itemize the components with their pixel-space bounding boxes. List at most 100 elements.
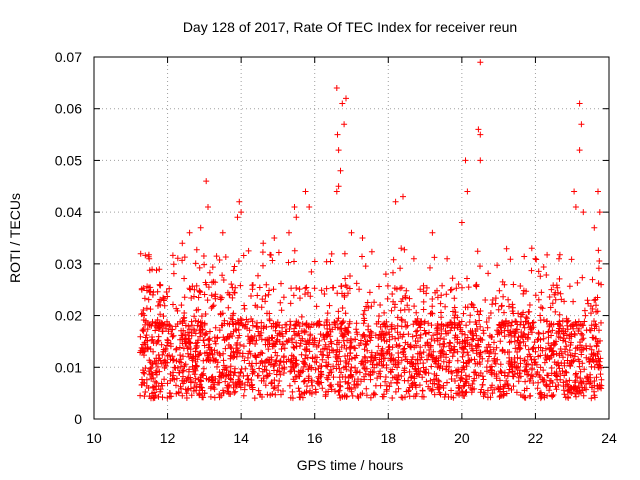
data-point — [255, 328, 262, 335]
data-point — [197, 374, 204, 381]
data-point — [271, 377, 278, 384]
data-point — [157, 386, 164, 393]
data-point — [265, 346, 272, 353]
data-point — [237, 369, 244, 375]
data-point — [451, 295, 458, 302]
data-point — [476, 317, 483, 324]
data-point — [556, 255, 562, 262]
data-point — [409, 354, 416, 360]
data-point — [487, 310, 494, 316]
data-point — [555, 382, 562, 388]
data-point — [173, 382, 179, 389]
data-point — [272, 349, 279, 356]
data-point — [468, 389, 475, 396]
data-point — [447, 287, 454, 294]
data-point — [144, 345, 151, 352]
data-point — [270, 362, 277, 369]
data-point — [477, 389, 484, 396]
data-point — [581, 307, 588, 314]
data-point — [363, 365, 370, 372]
data-point — [341, 250, 348, 257]
data-point — [287, 318, 294, 325]
data-point — [501, 333, 508, 340]
data-point — [191, 384, 198, 391]
data-point — [379, 362, 385, 369]
data-point — [573, 321, 580, 328]
data-point — [296, 286, 303, 293]
data-point — [585, 300, 592, 307]
data-point — [302, 188, 309, 195]
data-point — [489, 390, 496, 397]
data-point — [471, 375, 478, 382]
data-point — [573, 393, 579, 400]
data-point — [271, 235, 278, 241]
data-point — [264, 391, 271, 398]
data-point — [295, 330, 302, 337]
data-point — [420, 393, 427, 400]
data-point — [219, 310, 226, 317]
data-point — [560, 387, 567, 394]
data-point — [339, 305, 346, 311]
data-point — [392, 301, 398, 308]
data-point — [283, 338, 290, 345]
data-point — [413, 309, 420, 316]
data-point — [151, 395, 158, 401]
data-point — [576, 363, 583, 370]
data-point — [311, 258, 318, 265]
data-point — [592, 353, 599, 359]
data-point — [499, 347, 506, 354]
data-point — [262, 298, 269, 305]
data-point — [398, 298, 405, 305]
data-point — [239, 322, 246, 329]
data-points — [137, 59, 605, 402]
data-point — [564, 394, 571, 400]
data-point — [537, 273, 544, 280]
x-tick-labels: 10 12 14 16 18 20 22 24 — [86, 430, 617, 446]
data-point — [460, 383, 467, 390]
data-point — [562, 338, 569, 345]
data-point — [560, 330, 567, 337]
data-point — [530, 380, 537, 386]
data-point — [308, 377, 315, 384]
data-point — [214, 349, 221, 356]
data-point — [302, 352, 309, 359]
data-point — [228, 345, 235, 352]
data-point — [196, 381, 203, 388]
data-point — [208, 383, 215, 390]
data-point — [475, 343, 482, 350]
data-point — [229, 294, 236, 301]
data-point — [577, 339, 583, 346]
data-point — [459, 284, 465, 291]
data-point — [172, 365, 179, 371]
data-point — [473, 332, 480, 339]
data-point — [479, 381, 486, 388]
data-point — [212, 295, 219, 302]
data-point — [195, 318, 202, 325]
data-point — [330, 374, 337, 381]
data-point — [501, 369, 508, 376]
data-point — [319, 356, 326, 363]
data-point — [402, 319, 409, 325]
data-point — [305, 375, 312, 382]
data-point — [240, 373, 247, 379]
data-point — [398, 373, 405, 380]
data-point — [241, 302, 248, 309]
data-point — [343, 359, 350, 366]
data-point — [566, 347, 573, 354]
data-point — [517, 360, 524, 367]
data-point — [237, 282, 244, 289]
data-point — [143, 376, 150, 383]
data-point — [383, 388, 390, 395]
data-point — [491, 386, 498, 393]
data-point — [596, 209, 603, 216]
data-point — [258, 349, 265, 356]
data-point — [598, 376, 605, 383]
data-point — [262, 382, 269, 389]
data-point — [466, 319, 473, 325]
data-point — [497, 377, 503, 384]
data-point — [552, 296, 559, 303]
data-point — [179, 368, 186, 375]
data-point — [469, 381, 476, 387]
data-point — [484, 368, 490, 375]
data-point — [442, 303, 449, 310]
